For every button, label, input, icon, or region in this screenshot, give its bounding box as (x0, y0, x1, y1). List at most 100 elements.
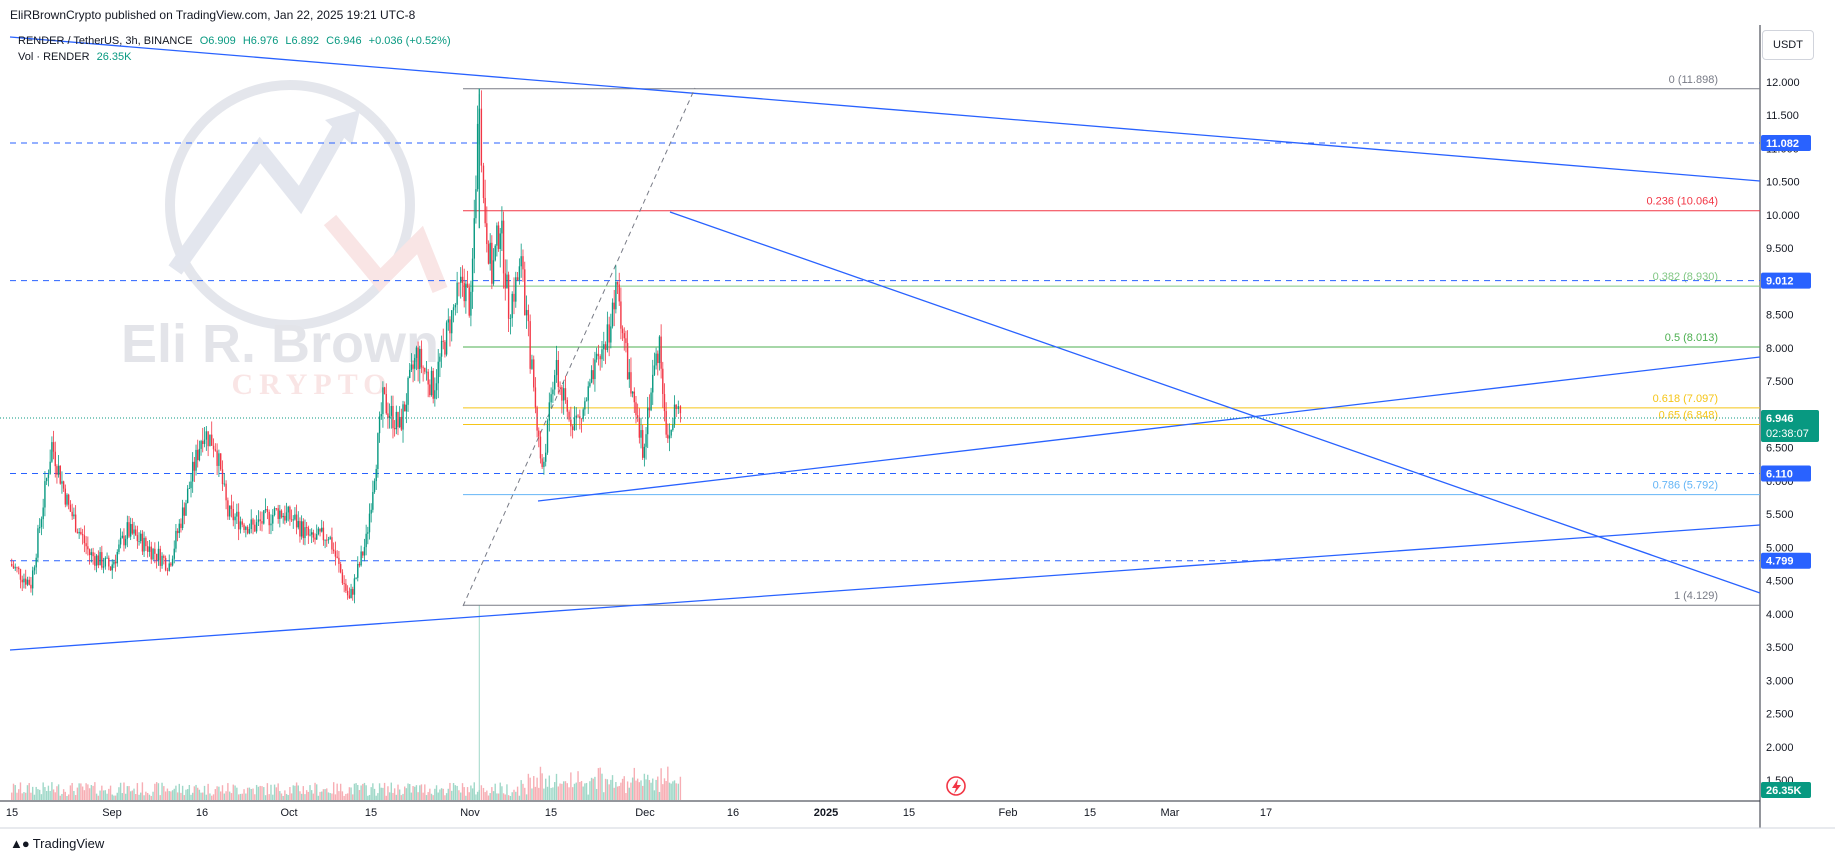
candle-body (564, 388, 567, 400)
volume-bar (610, 779, 612, 800)
volume-bar (502, 793, 505, 800)
candle-body (594, 359, 596, 380)
volume-bar (670, 783, 672, 800)
currency-button[interactable]: USDT (1762, 30, 1814, 60)
candle-body (76, 531, 79, 534)
candle-body (625, 338, 627, 344)
candle-body (202, 441, 204, 444)
volume-bar (515, 791, 517, 800)
volume-bar (506, 784, 508, 800)
y-tick-label: 6.500 (1766, 443, 1794, 455)
volume-bar (545, 778, 547, 800)
candle-body (382, 387, 384, 415)
candle-body (59, 465, 61, 484)
candle-body (113, 561, 115, 565)
candle-body (403, 404, 406, 412)
volume-bar (316, 784, 318, 800)
candle-body (513, 293, 515, 302)
candle-body (584, 401, 586, 410)
candle-body (524, 269, 526, 316)
volume-bar (309, 785, 311, 800)
volume-bar (228, 791, 231, 800)
ascending-support-trendline[interactable] (537, 356, 1761, 502)
volume-bar (245, 793, 247, 800)
candle-body (275, 508, 278, 509)
candle-body (601, 349, 603, 360)
fib-anchor-line[interactable] (462, 87, 696, 607)
candle-body (458, 282, 460, 284)
volume-bar (415, 785, 418, 800)
candle-body (26, 579, 29, 585)
volume-bar (287, 795, 289, 800)
volume-bar (243, 789, 245, 800)
volume-bar (405, 788, 408, 800)
trendlines[interactable] (9, 36, 1761, 651)
volume-bar (395, 794, 398, 800)
alert-icon[interactable] (946, 776, 966, 796)
candle-body (402, 404, 404, 430)
volume-bar (536, 777, 538, 800)
candle-body (164, 557, 167, 571)
candle-body (375, 468, 377, 482)
candle-body (638, 417, 641, 438)
candle-body (37, 528, 39, 558)
candle-body (255, 522, 258, 532)
volume-bar (492, 791, 495, 800)
volume-bar (168, 791, 170, 800)
time-axis[interactable]: 15 Sep 16 Oct 15 Nov 15 Dec 16 2025 15 Feb 15 Mar 17 (6, 807, 1272, 819)
volume-bar (16, 792, 18, 800)
candle-body (534, 387, 537, 408)
candle-body (380, 414, 382, 417)
candle-body (507, 274, 510, 319)
volume-bar (67, 794, 70, 800)
volume-bar (195, 784, 197, 800)
candle-body (509, 318, 512, 319)
candle-body (143, 537, 145, 552)
candle-body (422, 367, 424, 369)
candle-body (219, 453, 222, 470)
candle-body (171, 558, 174, 566)
tradingview-logo[interactable]: ▲● TradingView (10, 836, 104, 851)
volume-bar (507, 795, 510, 800)
upper-descending-trendline[interactable] (9, 36, 1761, 182)
volume-bar (54, 792, 56, 800)
volume-bar (412, 786, 414, 800)
candle-body (118, 544, 120, 552)
candle-body (21, 579, 23, 583)
volume-bar (45, 790, 48, 800)
candle-body (161, 555, 163, 566)
volume-bar (111, 794, 113, 800)
volume-bar (164, 791, 167, 800)
fibonacci-retracement[interactable]: 0 (11.898) 0.236 (10.064) 0.382 (8.930) 0.5… (463, 74, 1760, 606)
fib-level-label: 0.382 (8.930) (1653, 271, 1718, 283)
ohlc-change: +0.036 (+0.52%) (368, 35, 451, 47)
candle-body (47, 474, 50, 478)
candle-body (314, 537, 316, 540)
volume-legend[interactable]: Vol · RENDER 26.35K (18, 51, 135, 63)
candle-body (23, 578, 25, 583)
volume-bar (407, 783, 409, 800)
candle-body (300, 521, 303, 537)
horizontal-levels[interactable] (10, 142, 1760, 562)
symbol-legend[interactable]: RENDER / TetherUS, 3h, BINANCE O6.909 H6… (18, 35, 455, 47)
volume-bar (635, 780, 637, 800)
long-term-support-trendline[interactable] (9, 524, 1761, 651)
candle-body (557, 359, 559, 387)
volume-bar (641, 785, 644, 800)
descending-resistance-trendline[interactable] (669, 211, 1761, 594)
volume-bar (667, 766, 669, 800)
volume-bar (487, 795, 490, 800)
candle-body (295, 514, 298, 528)
candle-body (188, 488, 191, 489)
candle-body (294, 514, 296, 520)
volume-bar (129, 791, 132, 800)
symbol-name[interactable]: RENDER / TetherUS, 3h, BINANCE (18, 35, 193, 47)
candle-body (373, 481, 376, 493)
volume-bar (432, 795, 434, 800)
volume-bar (529, 777, 531, 800)
volume-bar (300, 793, 303, 800)
candle-body (343, 583, 345, 585)
volume-bar (185, 789, 187, 800)
candle-body (216, 450, 218, 466)
